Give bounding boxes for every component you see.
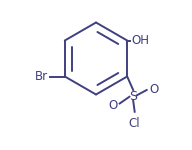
Text: S: S [129,90,137,102]
Text: Br: Br [35,70,48,83]
Text: Cl: Cl [129,117,141,130]
Text: O: O [149,83,158,96]
Text: O: O [108,99,118,112]
Text: OH: OH [132,34,150,47]
